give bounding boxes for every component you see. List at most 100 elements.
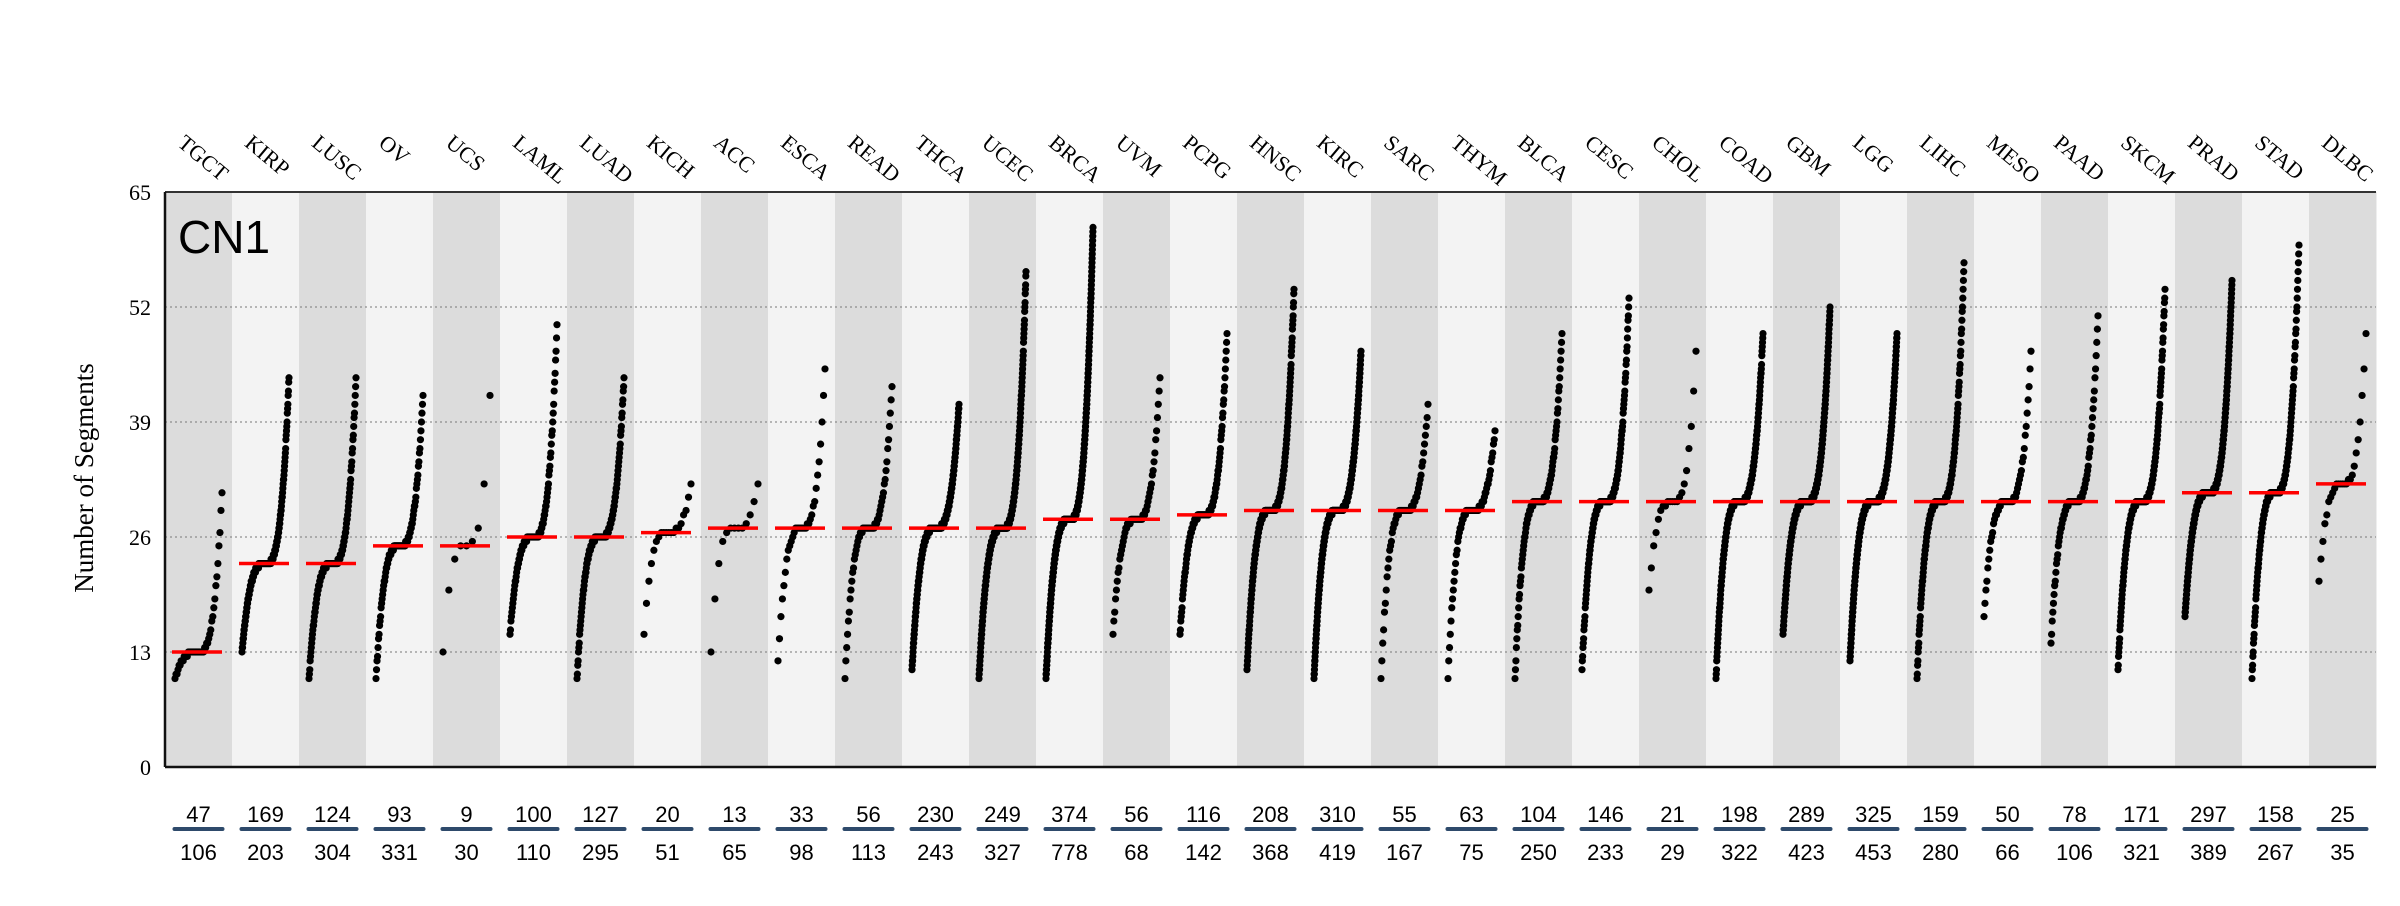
- column-band-gbm: [1773, 192, 1841, 767]
- data-point-thym: [1446, 630, 1454, 638]
- data-point-uvm: [1109, 630, 1117, 638]
- data-point-ucec: [1022, 268, 1030, 276]
- category-label-stad: STAD: [2250, 130, 2309, 185]
- count-top-hnsc: 208: [1252, 802, 1289, 827]
- data-point-cesc: [1580, 635, 1588, 643]
- data-point-paad: [2052, 568, 2060, 576]
- data-point-lusc: [348, 444, 357, 453]
- data-point-blca: [1556, 374, 1564, 382]
- data-point-luad: [620, 374, 628, 382]
- data-point-acc: [746, 511, 754, 519]
- data-point-paad: [2090, 387, 2098, 395]
- data-point-lihc: [1956, 360, 1964, 369]
- data-point-read: [881, 475, 889, 484]
- data-point-lihc: [1960, 259, 1968, 267]
- data-point-ov: [417, 418, 426, 426]
- data-point-stad: [2295, 241, 2303, 249]
- data-point-blca: [1558, 329, 1566, 338]
- data-point-lusc: [350, 422, 358, 431]
- data-point-esca: [774, 657, 782, 665]
- data-point-tgct: [213, 573, 221, 581]
- y-tick-label: 52: [129, 295, 151, 320]
- data-point-thym: [1449, 586, 1457, 594]
- data-point-chol: [1650, 542, 1658, 550]
- data-point-ov: [417, 427, 425, 435]
- data-point-kich: [642, 599, 651, 607]
- data-point-cesc: [1622, 369, 1630, 377]
- data-point-chol: [1690, 387, 1698, 395]
- data-point-sarc: [1378, 657, 1386, 665]
- category-label-cesc: CESC: [1580, 130, 1638, 185]
- data-point-lusc: [351, 391, 359, 400]
- data-point-kich: [684, 493, 693, 501]
- data-point-skcm: [2161, 285, 2169, 293]
- data-point-prad: [2228, 276, 2236, 285]
- panel-label: CN1: [178, 211, 270, 263]
- data-point-kich: [647, 559, 656, 568]
- count-top-meso: 50: [1995, 802, 2019, 827]
- data-point-blca: [1554, 396, 1562, 404]
- data-point-pcpg: [1220, 383, 1229, 391]
- data-point-read: [883, 458, 891, 466]
- count-top-brca: 374: [1051, 802, 1088, 827]
- data-point-paad: [2088, 422, 2096, 431]
- data-point-paad: [2092, 352, 2100, 360]
- data-point-meso: [1989, 528, 1997, 537]
- data-point-chol: [1678, 489, 1686, 497]
- count-top-read: 56: [856, 802, 880, 827]
- data-point-meso: [1981, 599, 1989, 607]
- data-point-skcm: [2160, 321, 2168, 329]
- data-point-chol: [1652, 528, 1660, 537]
- data-point-thym: [1451, 559, 1460, 568]
- count-top-paad: 78: [2062, 802, 2086, 827]
- count-bottom-read: 113: [851, 840, 886, 865]
- data-point-laml: [551, 378, 559, 386]
- count-bottom-uvm: 68: [1124, 840, 1148, 865]
- data-point-hnsc: [1290, 285, 1298, 293]
- data-point-cesc: [1579, 652, 1587, 661]
- category-label-brca: BRCA: [1044, 130, 1106, 188]
- data-point-sarc: [1381, 599, 1389, 607]
- count-top-thym: 63: [1459, 802, 1483, 827]
- count-bottom-cesc: 233: [1587, 840, 1624, 865]
- data-point-acc: [719, 537, 727, 546]
- data-point-kirc: [1357, 347, 1365, 355]
- data-point-ucs: [468, 537, 476, 546]
- data-point-lgg: [1893, 329, 1901, 338]
- data-point-pcpg: [1221, 365, 1229, 373]
- data-point-skcm: [2114, 661, 2122, 669]
- category-label-kich: KICH: [642, 130, 699, 184]
- data-point-meso: [2021, 431, 2029, 439]
- data-point-stad: [2289, 383, 2297, 391]
- data-point-read: [844, 617, 853, 625]
- data-point-uvm: [1152, 436, 1160, 444]
- data-point-sarc: [1424, 400, 1432, 408]
- count-bottom-dlbc: 35: [2330, 840, 2354, 865]
- data-point-kich: [645, 577, 653, 585]
- category-label-acc: ACC: [709, 130, 760, 178]
- count-bottom-ucs: 30: [454, 840, 478, 865]
- category-label-coad: COAD: [1714, 130, 1778, 189]
- category-label-tgct: TGCT: [173, 130, 234, 186]
- column-band-cesc: [1572, 192, 1640, 767]
- data-point-read: [884, 436, 893, 444]
- data-point-esca: [778, 595, 787, 603]
- data-point-uvm: [1110, 617, 1118, 625]
- data-point-sarc: [1419, 458, 1427, 466]
- data-point-ov: [419, 391, 427, 400]
- data-point-thca: [955, 400, 963, 408]
- count-bottom-meso: 66: [1995, 840, 2019, 865]
- data-point-laml: [544, 480, 553, 488]
- data-point-esca: [821, 365, 829, 373]
- data-point-paad: [2049, 608, 2057, 616]
- data-point-sarc: [1387, 537, 1396, 546]
- data-point-laml: [546, 462, 554, 470]
- data-point-uvm: [1113, 577, 1121, 585]
- data-point-luad: [619, 396, 627, 404]
- category-label-sarc: SARC: [1379, 130, 1439, 186]
- data-point-thym: [1448, 604, 1456, 612]
- data-point-cesc: [1619, 418, 1627, 426]
- data-point-hnsc: [1288, 334, 1296, 342]
- data-point-laml: [549, 418, 557, 426]
- data-point-thym: [1451, 568, 1459, 576]
